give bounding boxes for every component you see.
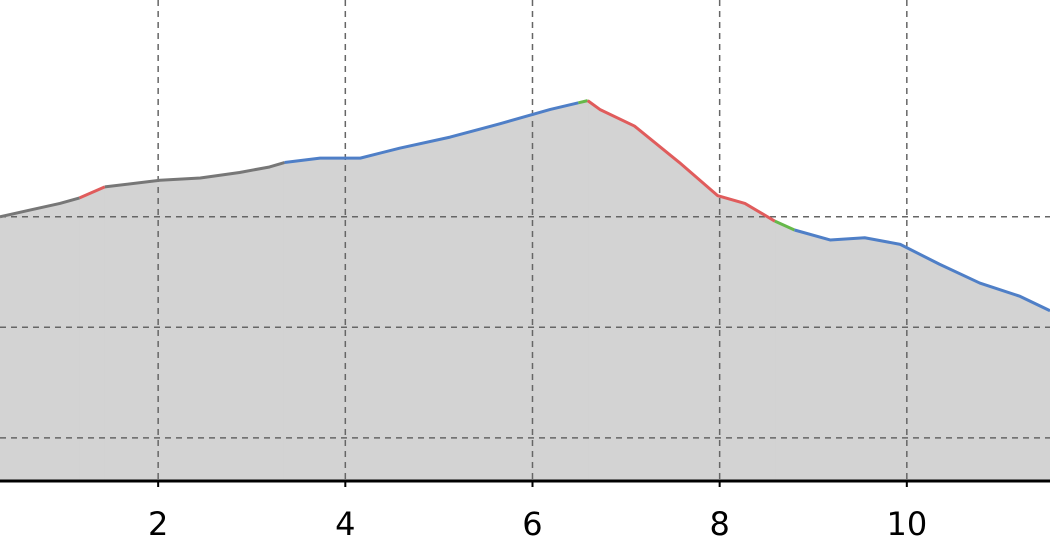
x-tick-label: 8 bbox=[709, 505, 729, 543]
profile-line bbox=[774, 219, 796, 232]
area-fill bbox=[794, 229, 1050, 482]
area-fill bbox=[587, 99, 776, 482]
x-tick-label: 10 bbox=[886, 505, 927, 543]
area-fill bbox=[774, 220, 796, 482]
area-fill bbox=[104, 161, 285, 482]
x-tick-label: 6 bbox=[522, 505, 542, 543]
area-fill bbox=[79, 186, 106, 482]
x-tick-label: 2 bbox=[148, 505, 168, 543]
profile-line bbox=[0, 196, 80, 219]
profile-line bbox=[78, 185, 106, 200]
area-fill bbox=[577, 99, 589, 482]
profile-line bbox=[586, 99, 776, 223]
profile-line bbox=[104, 161, 285, 189]
x-tick-label: 4 bbox=[335, 505, 355, 543]
profile-line bbox=[794, 228, 1050, 313]
profile-line bbox=[284, 101, 579, 165]
profile-line bbox=[577, 99, 589, 105]
